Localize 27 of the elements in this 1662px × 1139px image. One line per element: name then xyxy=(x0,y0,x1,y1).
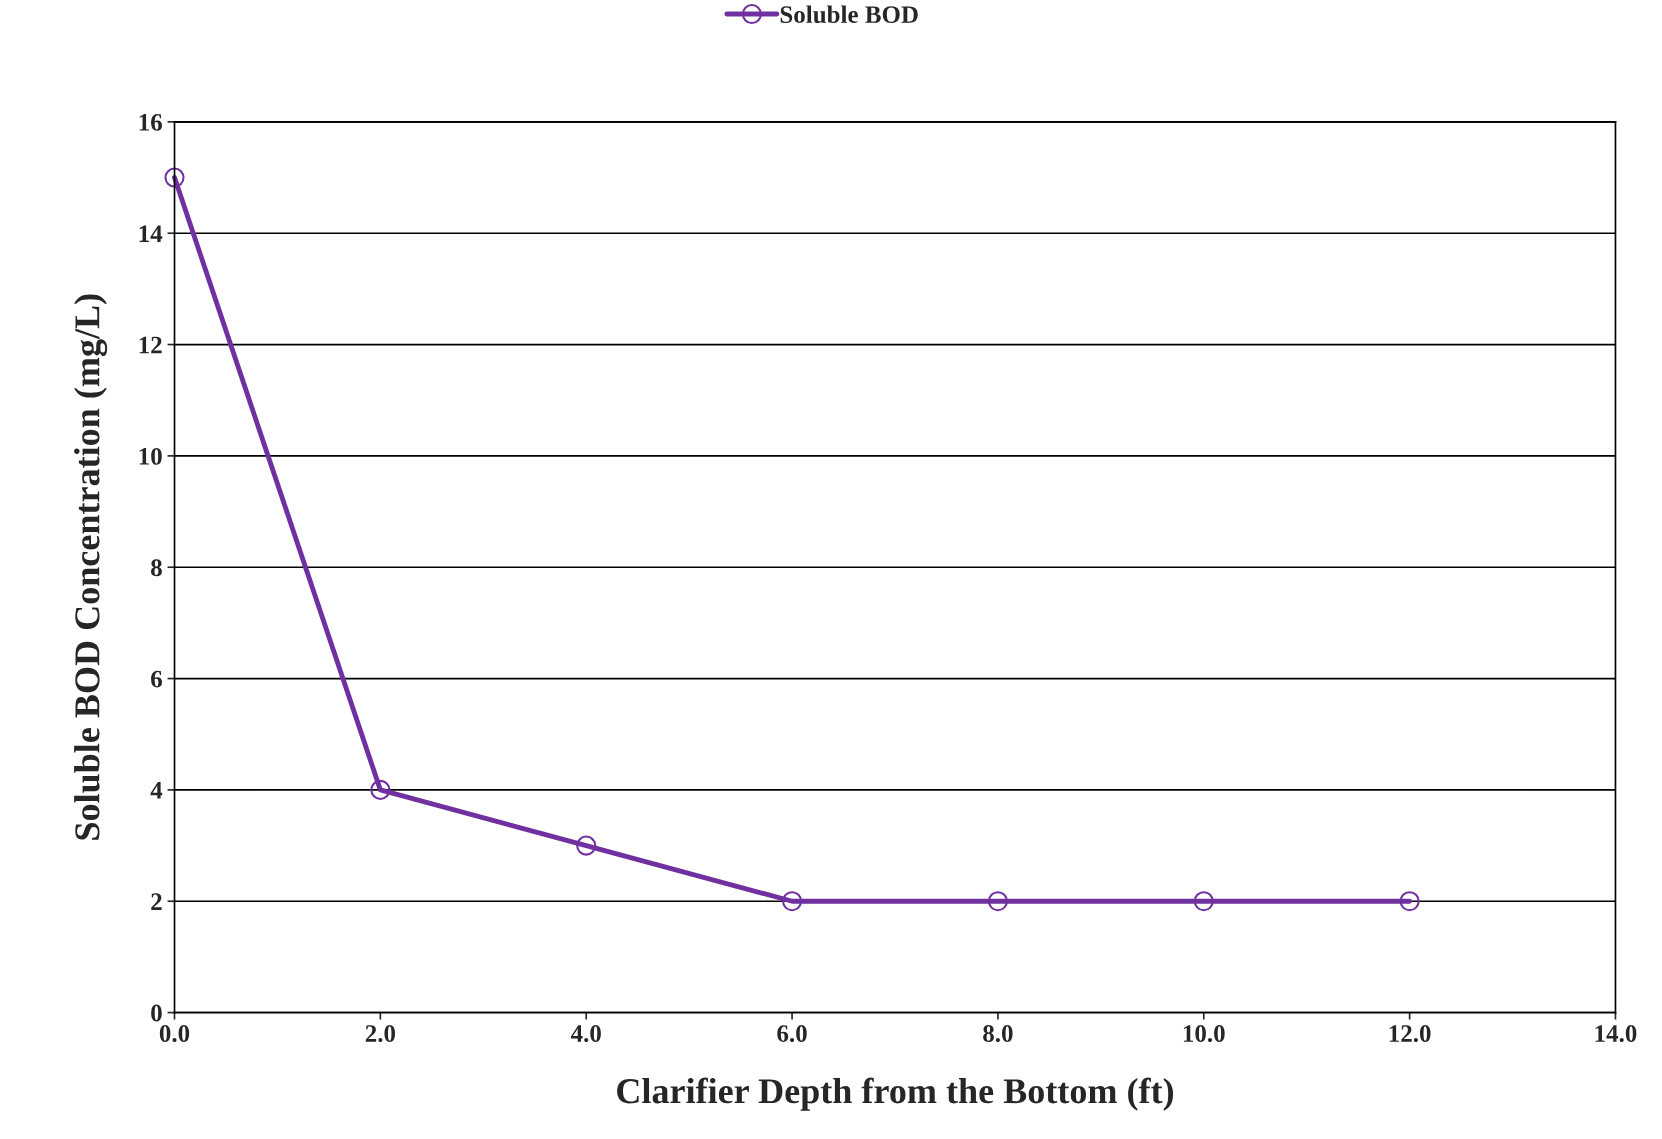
y-tick-label: 0 xyxy=(151,1004,162,1022)
point xyxy=(370,779,391,800)
y-tick-label: 14 xyxy=(139,225,163,242)
x-tick-label: 4.0 xyxy=(570,1025,601,1043)
point xyxy=(1399,891,1420,912)
x-tick-label: 14.0 xyxy=(1595,1025,1637,1043)
x-axis-title: Clarifier Depth from the Bottom (ft) xyxy=(617,1077,1174,1111)
y-tick-label: 8 xyxy=(151,559,162,577)
point xyxy=(576,835,597,856)
point xyxy=(1193,891,1214,912)
y-tick-label: 6 xyxy=(151,670,162,688)
point xyxy=(987,891,1008,912)
point xyxy=(781,891,803,912)
legend-label: Soluble BOD xyxy=(780,5,918,24)
x-tick-label: 0.0 xyxy=(159,1025,190,1043)
y-tick-label: 16 xyxy=(139,113,162,131)
x-tick-label: 6.0 xyxy=(777,1025,807,1043)
y-axis-title: Soluble BOD Concentration (mg/L) xyxy=(74,294,108,840)
y-tick-label: 12 xyxy=(139,336,162,354)
y-tick-label: 10 xyxy=(139,447,162,465)
x-tick-label: 12.0 xyxy=(1389,1025,1431,1043)
y-tick-label: 2 xyxy=(151,893,162,910)
y-tick-label: 4 xyxy=(150,782,163,799)
x-tick-label: 2.0 xyxy=(365,1025,396,1043)
x-tick-label: 10.0 xyxy=(1183,1025,1225,1043)
x-tick-label: 8.0 xyxy=(983,1025,1013,1043)
point xyxy=(164,167,185,188)
